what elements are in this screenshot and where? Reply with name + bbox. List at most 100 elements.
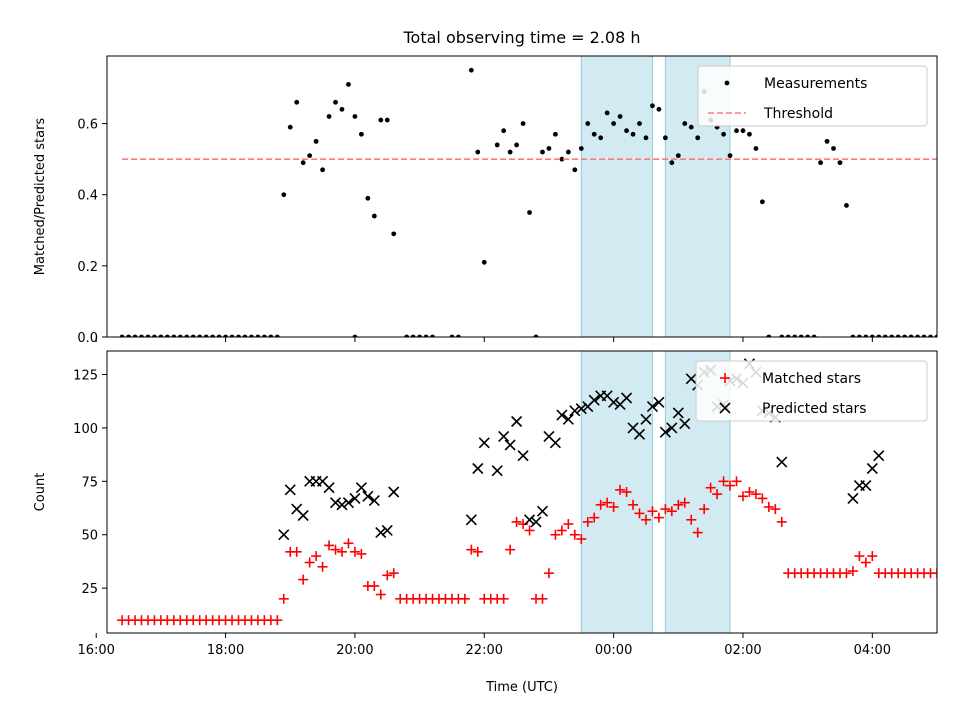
matched-star-point (705, 482, 716, 493)
matched-star-point (653, 512, 664, 523)
y-tick-label: 0.0 (77, 331, 98, 346)
measurement-point (624, 128, 629, 134)
x-ticks (95, 337, 873, 342)
measurement-point (177, 334, 183, 337)
shaded-region (580, 350, 653, 634)
measurement-point (384, 117, 390, 123)
measurement-point (152, 334, 157, 337)
measurement-point (759, 199, 765, 205)
predicted-star-point (672, 407, 684, 419)
x-tick-label: 00:00 (595, 643, 632, 658)
measurement-point (682, 121, 688, 126)
predicted-star-point (866, 462, 878, 475)
measurement-point (688, 124, 694, 130)
matched-star-point (679, 497, 690, 508)
measurement-point (656, 106, 662, 112)
measurement-point (540, 149, 545, 155)
matched-star-point (744, 487, 755, 497)
predicted-star-point (549, 437, 561, 449)
measurement-point (352, 334, 358, 337)
measurement-point (481, 259, 487, 265)
matched-star-point (737, 491, 748, 502)
predicted-star-point (659, 426, 671, 438)
matched-star-point (272, 615, 283, 626)
measurement-point (184, 334, 190, 337)
predicted-star-point (620, 392, 633, 404)
measurement-point (307, 153, 313, 158)
matched-star-point (356, 548, 367, 559)
predicted-star-point (646, 400, 658, 413)
predicted-star-point (575, 403, 587, 415)
measurement-point (417, 334, 422, 337)
matched-star-point (349, 546, 360, 557)
predicted-star-point (511, 415, 523, 428)
predicted-star-point (278, 529, 290, 541)
measurement-point (805, 334, 811, 337)
predicted-star-point (388, 486, 400, 498)
predicted-star-point (556, 409, 568, 421)
measurement-point (132, 334, 138, 337)
measurement-point (210, 334, 216, 337)
matched-star-point (867, 551, 878, 562)
predicted-star-point (562, 413, 574, 425)
matched-star-point (582, 516, 593, 527)
y-axis-label: Matched/Predicted stars (33, 118, 48, 276)
measurement-point (882, 334, 888, 337)
measurement-point (514, 142, 520, 148)
predicted-star-point (530, 516, 542, 528)
measurement-point (223, 334, 228, 337)
matched-star-point (317, 561, 328, 572)
shaded-region (580, 55, 653, 338)
matched-star-point (511, 516, 522, 527)
legend-swatch (724, 80, 730, 86)
predicted-star-point (517, 450, 529, 462)
measurement-point (249, 334, 254, 337)
measurement-point (346, 82, 351, 87)
measurement-point (792, 334, 798, 337)
measurement-point (798, 334, 804, 337)
matched-star-point (712, 489, 723, 500)
measurement-point (637, 121, 642, 126)
predicted-star-point (498, 430, 510, 443)
predicted-star-point (536, 505, 549, 517)
matched-star-point (725, 480, 736, 491)
legend: Measurements Threshold (697, 65, 928, 127)
predicted-star-point (478, 437, 490, 449)
matched-star-point (304, 557, 315, 568)
matched-star-point (718, 476, 729, 487)
measurement-point (333, 99, 338, 105)
matched-star-point (311, 551, 322, 562)
measurement-point (527, 210, 532, 215)
measurement-point (734, 128, 739, 134)
measurement-point (850, 334, 856, 337)
matched-star-point (543, 568, 554, 579)
measurement-point (553, 131, 558, 137)
matched-star-point (563, 519, 574, 530)
legend-item: Threshold (708, 106, 833, 122)
matched-star-point (634, 508, 645, 519)
measurement-point (895, 334, 901, 337)
measurement-point (779, 334, 785, 337)
measurement-point (190, 334, 196, 337)
matched-star-point (524, 525, 535, 536)
y-tick-label: 0.6 (77, 118, 98, 133)
legend-item: Predicted stars (719, 401, 867, 417)
measurement-point (856, 334, 862, 337)
measurement-point (721, 131, 726, 137)
measurement-point (585, 121, 591, 126)
matched-star-point (640, 514, 651, 525)
x-tick-label: 18:00 (207, 643, 244, 658)
matched-star-point (472, 546, 483, 557)
measurement-point (818, 160, 823, 166)
measurement-point (229, 334, 235, 337)
matched-star-point (459, 593, 470, 604)
measurement-point (520, 121, 526, 126)
measurement-point (145, 334, 151, 337)
matched-star-point (750, 489, 761, 500)
measurement-point (313, 138, 319, 144)
measurement-point (785, 334, 791, 337)
measurement-point (740, 128, 746, 134)
x-ticks: 16:00 18:00 20:00 22:00 00:00 02:00 04:00 (77, 633, 891, 658)
measurement-point (533, 334, 539, 337)
